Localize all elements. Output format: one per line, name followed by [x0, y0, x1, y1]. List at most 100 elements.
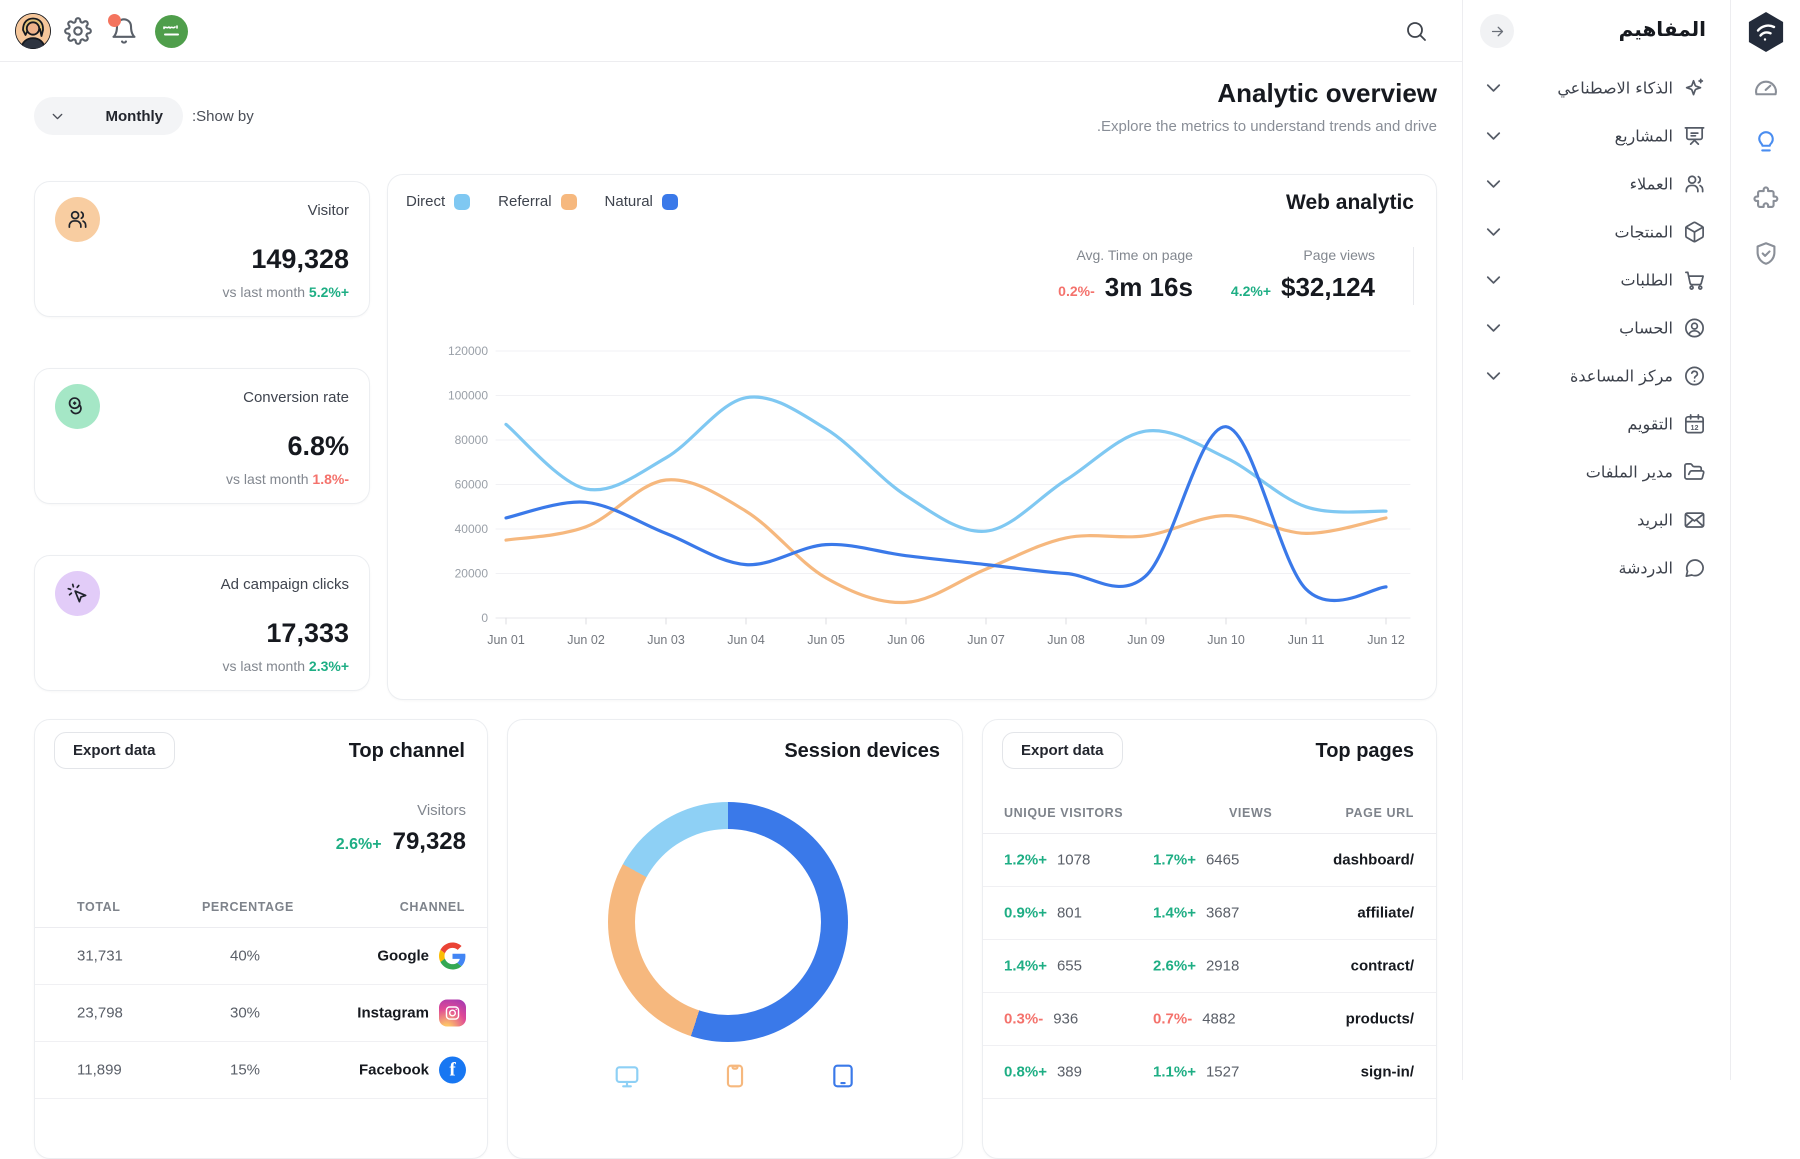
language-flag-badge[interactable]: [155, 15, 188, 48]
uv-delta: 0.8%+: [1004, 1063, 1047, 1081]
period-select[interactable]: Monthly: [34, 97, 183, 135]
series-direct: [504, 395, 1388, 533]
top-pages-title: Top pages: [1315, 740, 1414, 762]
views-cell: 1.7%+ 6465: [1153, 852, 1239, 869]
sidebar-item[interactable]: مدير الملفات: [1463, 448, 1730, 496]
avatar[interactable]: [15, 13, 51, 49]
sidebar-item[interactable]: الدردشة: [1463, 544, 1730, 592]
views-value: 2918: [1205, 957, 1240, 975]
table-row: 1.4%+ 655 2.6%+ 2918 contract/: [983, 940, 1436, 993]
monitor-icon: [614, 1063, 640, 1089]
uv-delta: 0.3%-: [1004, 1010, 1044, 1028]
views-delta: 0.7%-: [1153, 1010, 1193, 1028]
tablet-icon: [830, 1063, 856, 1089]
stat-note: vs last month 2.3%+: [222, 658, 349, 674]
views-value: 6465: [1205, 851, 1240, 869]
uv-value: 389: [1056, 1063, 1082, 1081]
facebook-icon: f: [439, 1056, 466, 1084]
page-url[interactable]: dashboard/: [1333, 851, 1414, 869]
sidebar-item[interactable]: البريد: [1463, 496, 1730, 544]
visitors-value-row: 2.6%+ 79,328: [336, 828, 466, 856]
bulb-icon[interactable]: [1752, 130, 1780, 158]
cursor-click-icon: [66, 582, 89, 605]
search-icon[interactable]: [1404, 19, 1428, 43]
puzzle-icon[interactable]: [1752, 185, 1780, 213]
sidebar-title: المفاهيم: [1618, 19, 1706, 41]
legend-swatch: [454, 193, 471, 210]
legend-item[interactable]: Referral: [498, 193, 577, 210]
metric-delta: 0.2%-: [1058, 283, 1095, 299]
stat-title: Visitor: [307, 202, 349, 219]
arrow-right-icon: [1489, 23, 1506, 40]
cart-icon: [1683, 269, 1706, 292]
phone-icon: [722, 1063, 748, 1089]
app-logo[interactable]: [1745, 10, 1787, 54]
unique-visitors-cell: 1.4%+ 655: [1004, 958, 1082, 975]
bell-icon[interactable]: [108, 14, 138, 45]
uv-value: 801: [1056, 904, 1082, 922]
page-title: Analytic overview: [1217, 78, 1437, 108]
channel-cell: Instagram: [357, 999, 466, 1027]
web-analytic-title: Web analytic: [1286, 191, 1414, 214]
gauge-icon[interactable]: [1752, 75, 1780, 103]
gear-icon[interactable]: [64, 17, 92, 45]
sidebar-item[interactable]: الحساب: [1463, 304, 1730, 352]
table-row: 31,731 40% Google: [35, 928, 487, 985]
views-delta: 1.7%+: [1153, 851, 1196, 869]
sidebar-item[interactable]: الطلبات: [1463, 256, 1730, 304]
top-channel-title: Top channel: [348, 740, 465, 762]
page-url[interactable]: contract/: [1350, 957, 1414, 975]
svg-text:100000: 100000: [448, 389, 488, 403]
notification-dot: [108, 14, 121, 27]
channel-percentage: 30%: [229, 1004, 261, 1022]
page-url[interactable]: sign-in/: [1360, 1063, 1414, 1081]
svg-text:Jun 11: Jun 11: [1288, 633, 1325, 647]
table-row: 0.3%- 936 0.7%- 4882 products/: [983, 993, 1436, 1046]
export-data-button[interactable]: Export data: [1002, 732, 1123, 769]
table-row: 1.2%+ 1078 1.7%+ 6465 dashboard/: [983, 834, 1436, 887]
sidebar-item[interactable]: التقويم 12: [1463, 400, 1730, 448]
export-data-button[interactable]: Export data: [54, 732, 175, 769]
svg-text:Jun 08: Jun 08: [1047, 633, 1085, 647]
cursor-click-icon: [55, 571, 100, 616]
metric-value: 3m 16s: [1104, 272, 1193, 302]
stat-title: Ad campaign clicks: [220, 576, 349, 593]
page-url[interactable]: affiliate/: [1357, 904, 1414, 922]
views-cell: 0.7%- 4882: [1153, 1011, 1236, 1028]
sidebar-item[interactable]: العملاء: [1463, 160, 1730, 208]
sidebar-collapse-button[interactable]: [1480, 14, 1514, 48]
svg-text:12: 12: [1691, 424, 1699, 432]
channel-percentage: 15%: [229, 1061, 261, 1079]
top-channel-rows: 31,731 40% Google 23,798 30% Instagram 11,899 1…: [35, 928, 487, 1099]
showby-label: :Show by: [192, 108, 254, 125]
sidebar: المفاهيم الذكاء الاصطناعي المشاريع العملاء…: [1462, 0, 1730, 1080]
legend-label: Natural: [604, 193, 653, 210]
chat-icon: [1683, 557, 1706, 580]
sidebar-item[interactable]: الذكاء الاصطناعي: [1463, 64, 1730, 112]
chevron-down-icon: [1482, 77, 1505, 100]
legend-item[interactable]: Direct: [406, 193, 471, 210]
top-pages-table-header: UNIQUE VISITORS VIEWS PAGE URL: [983, 806, 1436, 834]
sidebar-item[interactable]: المنتجات: [1463, 208, 1730, 256]
svg-text:Jun 12: Jun 12: [1367, 633, 1405, 647]
page-url[interactable]: products/: [1345, 1010, 1414, 1028]
col-unique-visitors: UNIQUE VISITORS: [1004, 806, 1124, 820]
sidebar-item[interactable]: المشاريع: [1463, 112, 1730, 160]
mail-icon: [1683, 509, 1706, 532]
svg-text:Jun 07: Jun 07: [967, 633, 1005, 647]
metric-label: Avg. Time on page: [1076, 247, 1193, 263]
sidebar-item[interactable]: مركز المساعدة: [1463, 352, 1730, 400]
sidebar-item-label: العملاء: [1629, 174, 1673, 194]
chevron-down-icon: [1482, 317, 1505, 340]
visitors-delta: 2.6%+: [335, 836, 382, 853]
metric-block: Avg. Time on page 0.2%- 3m 16s: [1058, 247, 1193, 303]
uv-value: 936: [1053, 1010, 1079, 1028]
sidebar-item-label: المنتجات: [1614, 222, 1674, 242]
package-icon: [1683, 221, 1706, 244]
shield-icon[interactable]: [1752, 240, 1780, 268]
uv-value: 1078: [1056, 851, 1091, 869]
top-channel-card: Export data Top channel Visitors 2.6%+ 7…: [34, 719, 488, 1159]
table-row: 0.8%+ 389 1.1%+ 1527 sign-in/: [983, 1046, 1436, 1099]
legend-item[interactable]: Natural: [605, 193, 678, 210]
sparkles-icon: [1683, 77, 1706, 100]
